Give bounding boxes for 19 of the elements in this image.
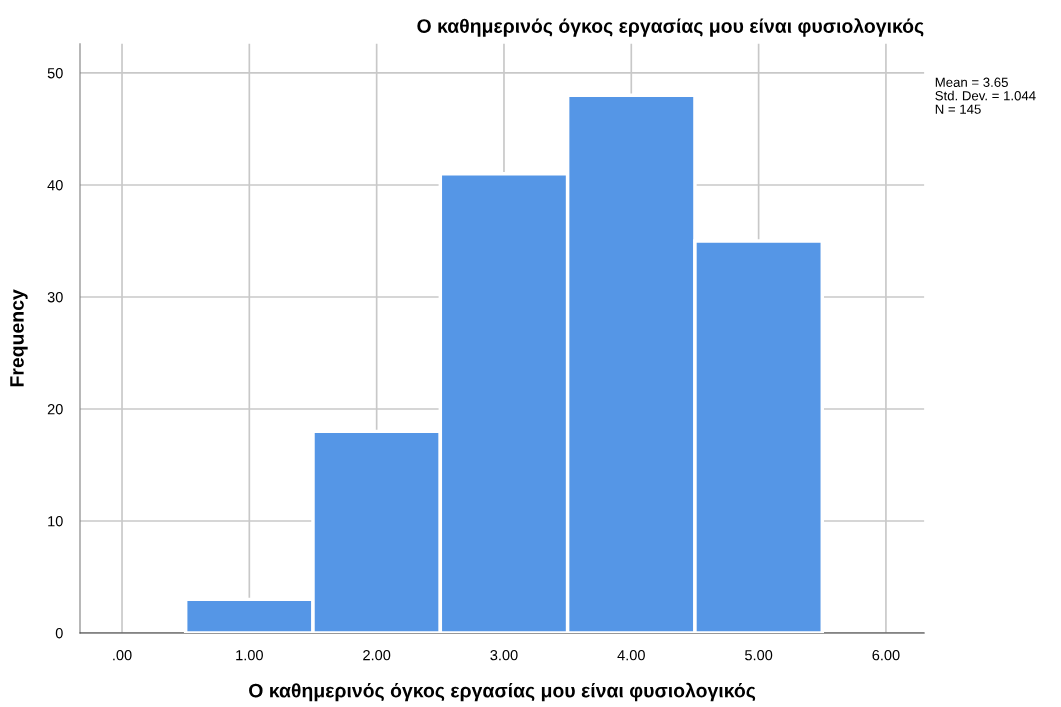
- y-tick-label: 30: [47, 292, 63, 303]
- y-tick-label: 10: [48, 516, 63, 527]
- text: Mean = 3.65: [935, 77, 1008, 87]
- x-tick-label: 6.00: [872, 650, 900, 661]
- x-tick-label: 4.00: [617, 650, 645, 661]
- y-axis-title: Frequency: [10, 289, 28, 387]
- x-tick-label: 1.00: [236, 650, 263, 661]
- x-tick-label: 3.00: [490, 650, 518, 661]
- y-tick-label: 0: [55, 628, 63, 639]
- x-tick-label: .00: [113, 650, 132, 661]
- x-tick-label: 5.00: [745, 650, 773, 661]
- y-tick-label: 40: [47, 180, 63, 191]
- y-tick-label: 50: [47, 68, 63, 79]
- x-tick-label: 2.00: [363, 650, 391, 661]
- text: N = 145: [935, 104, 981, 114]
- x-axis-title: Ο καθημερινός όγκος εργασίας μου είναι φυσιολογικός: [249, 682, 756, 702]
- chart-title: Ο καθημερινός όγκος εργασίας μου είναι φυσιολογικός: [417, 18, 924, 37]
- text: Std. Dev. = 1.044: [935, 90, 1036, 101]
- y-tick-label: 20: [47, 404, 63, 415]
